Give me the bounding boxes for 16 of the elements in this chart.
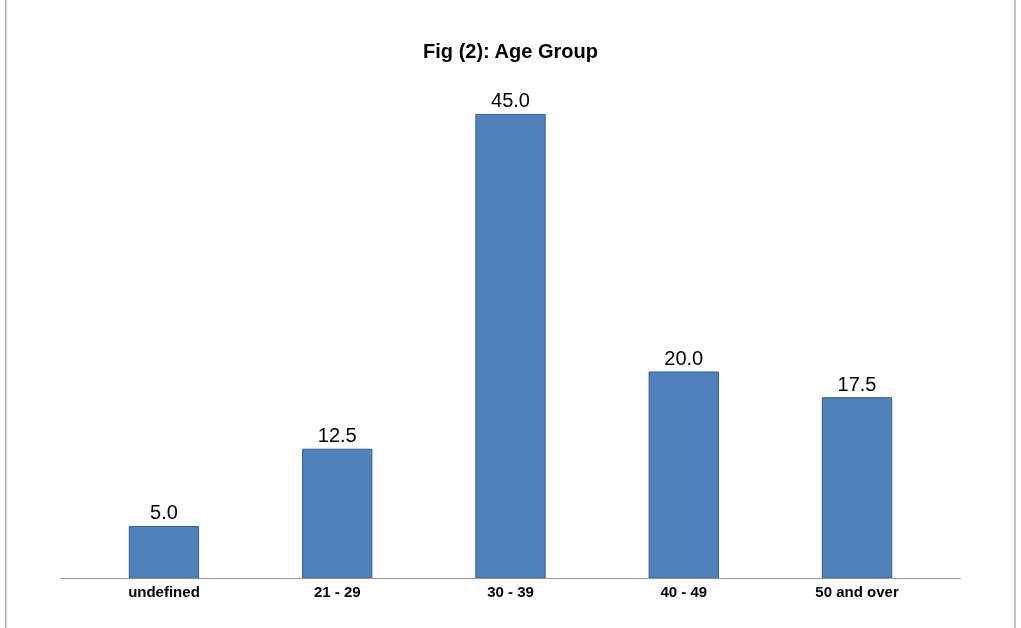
data-label: 20.0	[664, 346, 704, 369]
data-label: 12.5	[317, 424, 357, 447]
data-label: 45.0	[491, 89, 530, 112]
bar	[821, 397, 893, 578]
data-label: 5.0	[150, 501, 178, 524]
data-label: 17.5	[837, 372, 877, 395]
bar	[475, 113, 546, 578]
chart-title: Fig (2): Age Group	[423, 39, 598, 62]
x-tick-label: 50 and over	[815, 583, 899, 600]
x-tick-label: undefined	[128, 583, 200, 600]
x-tick-label: 30 - 39	[487, 583, 534, 600]
x-tick-label: 40 - 49	[660, 583, 708, 600]
x-tick-label: 21 - 29	[313, 583, 361, 600]
bar	[128, 525, 200, 578]
bar	[648, 371, 719, 578]
bar	[302, 448, 373, 578]
